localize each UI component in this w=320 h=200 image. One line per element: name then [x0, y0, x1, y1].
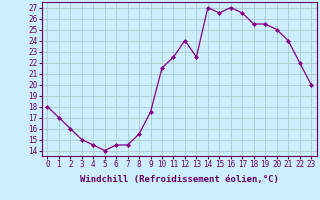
X-axis label: Windchill (Refroidissement éolien,°C): Windchill (Refroidissement éolien,°C) [80, 175, 279, 184]
